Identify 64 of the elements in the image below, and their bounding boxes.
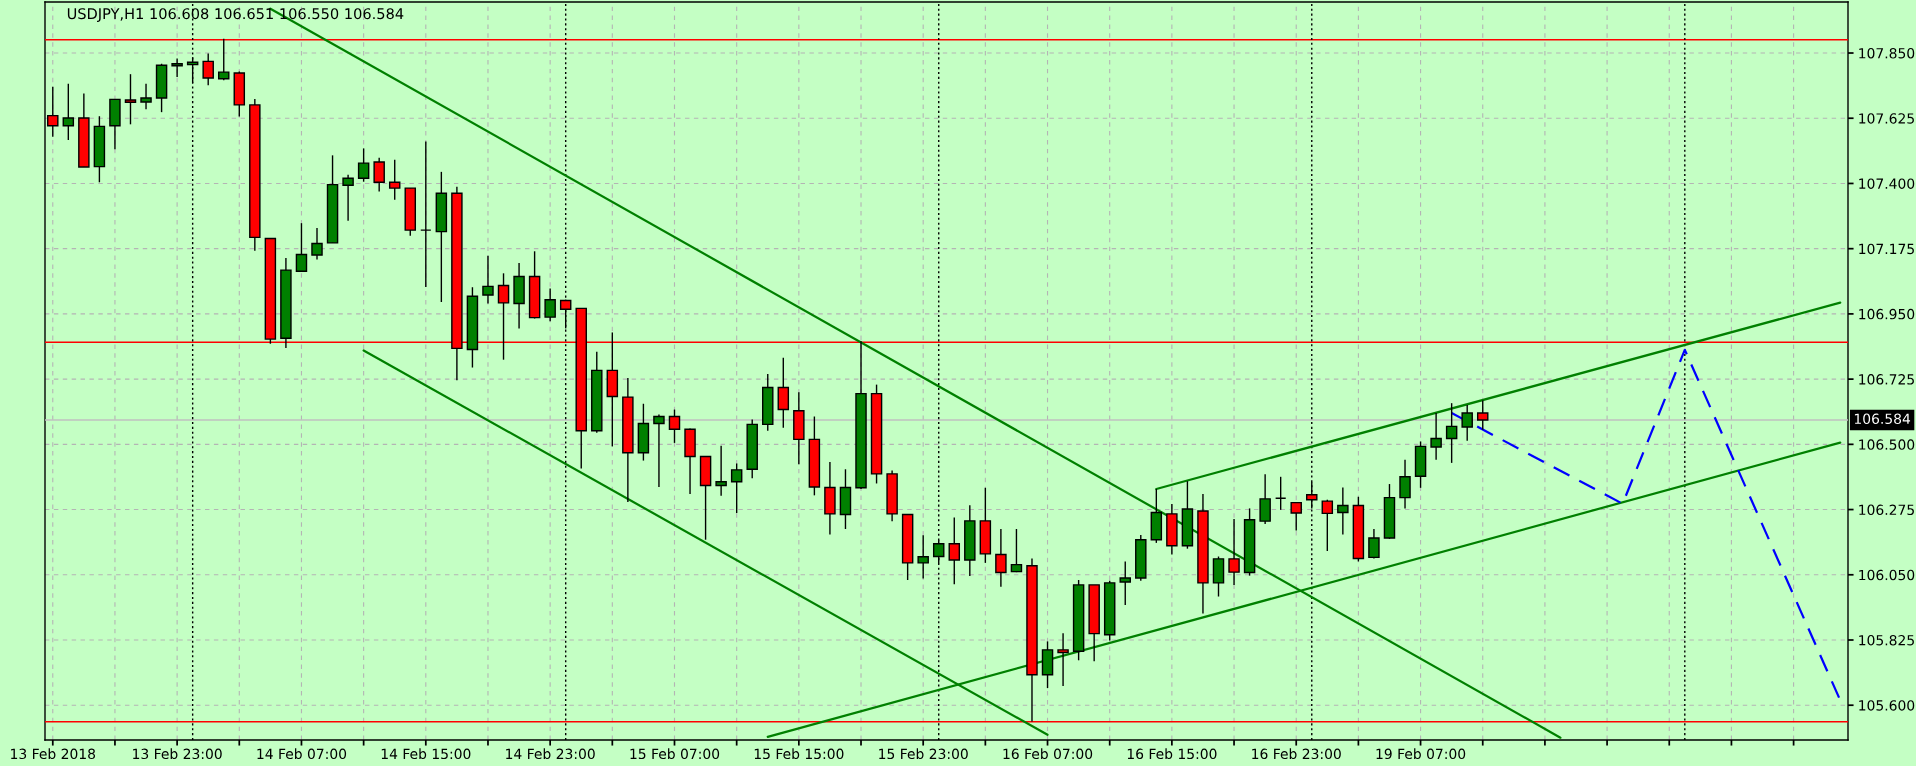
candlestick: [373, 156, 385, 193]
x-tick-label: 14 Feb 07:00: [257, 748, 347, 760]
x-tick-label: 14 Feb 23:00: [506, 748, 595, 760]
y-tick-label: 105.825: [1859, 634, 1914, 646]
candlestick: [1445, 402, 1458, 464]
candlestick: [1290, 501, 1302, 532]
candlestick: [1399, 459, 1411, 510]
x-tick-label: 15 Feb 15:00: [754, 748, 844, 760]
candlestick: [420, 140, 432, 288]
y-tick-label: 107.625: [1859, 113, 1914, 124]
candlestick: [311, 227, 323, 261]
x-tick-label: 15 Feb 23:00: [879, 748, 968, 760]
candlestick: [715, 445, 727, 497]
y-tick-label: 106.275: [1859, 504, 1914, 516]
candlestick: [1368, 528, 1380, 560]
candlestick: [917, 534, 929, 580]
x-tick-label: 14 Feb 15:00: [381, 748, 471, 760]
x-tick-label: 16 Feb 07:00: [1003, 748, 1093, 760]
candlestick: [62, 83, 75, 141]
candlestick: [668, 408, 681, 444]
candlestick: [140, 83, 152, 110]
y-tick-label: 105.600: [1859, 700, 1915, 711]
y-tick-label: 106.950: [1859, 308, 1915, 320]
candlestick: [544, 287, 556, 322]
x-tick-label: 16 Feb 15:00: [1127, 748, 1217, 760]
ref-line-label: 106.584: [1854, 413, 1911, 425]
candlestick: [1476, 399, 1489, 431]
candlestick: [388, 158, 401, 201]
candlestick: [171, 57, 183, 78]
x-tick-label: 19 Feb 07:00: [1376, 748, 1466, 760]
candlestick: [1430, 412, 1442, 461]
candlestick: [1337, 486, 1349, 536]
candlestick: [1274, 476, 1287, 511]
candlestick: [995, 528, 1007, 588]
candlestick: [1321, 499, 1334, 552]
candlestick: [1010, 528, 1023, 573]
candlestick: [1228, 518, 1240, 586]
x-tick-label: 16 Feb 23:00: [1252, 748, 1341, 760]
candlestick: [124, 73, 137, 126]
candlestick: [202, 52, 214, 86]
candlestick: [342, 174, 354, 222]
y-tick-label: 106.500: [1859, 439, 1915, 450]
candlestick: [1259, 473, 1271, 525]
candlestick: [295, 222, 308, 272]
chart-title: USDJPY,H1 106.608 106.651 106.550 106.584: [67, 8, 404, 22]
x-tick-label: 13 Feb 2018: [11, 748, 96, 760]
candlestick: [730, 462, 743, 514]
candlestick: [482, 254, 494, 305]
y-tick-label: 106.050: [1859, 569, 1915, 581]
x-tick-label: 13 Feb 23:00: [133, 748, 222, 760]
candlestick: [1119, 560, 1131, 606]
y-tick-label: 107.175: [1859, 243, 1914, 255]
candlestick: [653, 413, 665, 488]
candlestick: [1057, 632, 1069, 687]
y-tick-label: 107.400: [1859, 178, 1915, 189]
candlestick: [777, 356, 790, 429]
candlestick: [217, 38, 230, 81]
y-tick-label: 107.850: [1859, 47, 1915, 59]
candlestick: [948, 516, 961, 586]
candlestick: [357, 147, 370, 183]
candlestick: [559, 298, 572, 330]
y-tick-label: 106.725: [1859, 374, 1914, 385]
x-tick-label: 15 Feb 07:00: [630, 748, 720, 760]
candlestick: [1461, 404, 1473, 442]
